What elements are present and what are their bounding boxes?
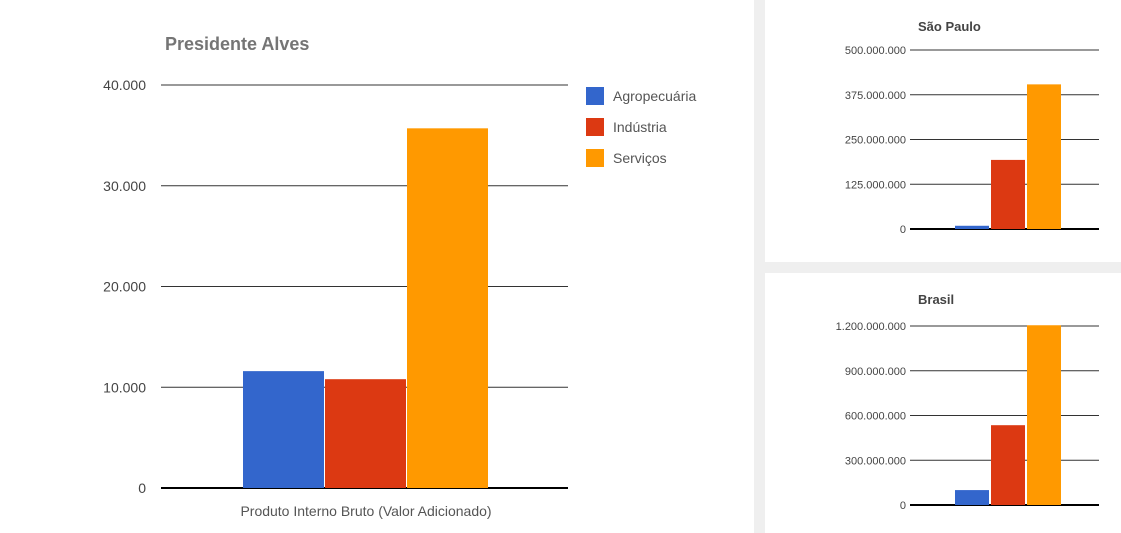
chart-title: São Paulo	[918, 19, 981, 34]
bar-industria	[991, 425, 1025, 505]
y-tick-label: 10.000	[103, 379, 146, 395]
bar-servicos	[407, 128, 488, 488]
chart-panel-sao-paulo: São Paulo 0 125.000.000 250.000.000 375.000…	[765, 0, 1121, 262]
bar-agropecuaria	[955, 490, 989, 505]
y-tick-label: 40.000	[103, 77, 146, 93]
chart-panel-presidente-alves: Presidente Alves 0 10.000 20.000 30.000 40.0…	[0, 0, 754, 533]
y-tick-label: 500.000.000	[845, 45, 906, 57]
y-tick-label: 1.200.000.000	[836, 321, 906, 333]
legend-swatch-servicos	[586, 149, 604, 167]
y-tick-label: 0	[900, 500, 906, 512]
y-tick-label: 0	[900, 224, 906, 236]
bar-agropecuaria	[243, 371, 324, 488]
legend-label-agropecuaria: Agropecuária	[613, 88, 696, 104]
chart-panel-brasil: Brasil 0 300.000.000 600.000.000 900.000.00…	[765, 273, 1121, 533]
y-tick-label: 20.000	[103, 279, 146, 295]
bar-servicos	[1027, 84, 1061, 229]
bar-servicos	[1027, 325, 1061, 505]
y-tick-label: 125.000.000	[845, 179, 906, 191]
y-tick-label: 900.000.000	[845, 366, 906, 378]
bar-industria	[325, 379, 406, 488]
chart-title: Brasil	[918, 292, 954, 307]
y-tick-label: 300.000.000	[845, 455, 906, 467]
chart-brasil: Brasil 0 300.000.000 600.000.000 900.000.00…	[836, 292, 1099, 512]
legend-swatch-industria	[586, 118, 604, 136]
y-tick-label: 250.000.000	[845, 135, 906, 147]
chart-title: Presidente Alves	[165, 34, 309, 54]
legend-swatch-agropecuaria	[586, 87, 604, 105]
legend-label-industria: Indústria	[613, 119, 667, 135]
bar-agropecuaria	[955, 225, 989, 229]
y-tick-label: 375.000.000	[845, 90, 906, 102]
y-tick-label: 0	[138, 480, 146, 496]
bar-industria	[991, 159, 1025, 229]
x-category-label: Produto Interno Bruto (Valor Adicionado)	[240, 503, 491, 519]
chart-presidente-alves: Presidente Alves 0 10.000 20.000 30.000 40.0…	[103, 34, 696, 519]
legend-label-servicos: Serviços	[613, 150, 667, 166]
y-tick-label: 30.000	[103, 178, 146, 194]
chart-sao-paulo: São Paulo 0 125.000.000 250.000.000 375.000…	[845, 19, 1099, 236]
y-tick-label: 600.000.000	[845, 411, 906, 423]
